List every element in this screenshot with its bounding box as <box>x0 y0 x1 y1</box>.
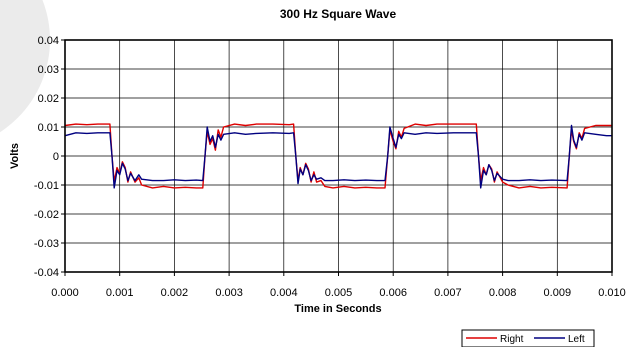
legend-label-right: Right <box>500 334 524 345</box>
legend-box <box>461 329 595 347</box>
y-tick-label: -0.01 <box>34 180 59 192</box>
gridlines <box>64 39 613 273</box>
y-tick-label: 0.04 <box>38 35 59 47</box>
x-tick-label: 0.004 <box>270 287 298 299</box>
series-line-left <box>64 124 612 189</box>
x-tick-label: 0.003 <box>215 287 243 299</box>
x-tick-label: 0.000 <box>51 287 79 299</box>
x-tick-label: 0.006 <box>379 287 407 299</box>
y-tick-label: 0 <box>53 151 59 163</box>
y-tick-label: -0.02 <box>34 209 59 221</box>
x-tick-label: 0.009 <box>544 287 572 299</box>
y-tick-label: 0.01 <box>38 122 59 134</box>
x-axis: 0.000 0.001 0.002 0.003 0.004 0.005 0.006 0.007… <box>51 272 626 299</box>
y-axis: 0.04 0.03 0.02 0.01 0 -0.01 -0.02 -0.03 -0.04 <box>34 35 65 279</box>
series-line-right <box>64 123 612 189</box>
legend: Right Left <box>461 329 595 347</box>
x-tick-label: 0.007 <box>434 287 462 299</box>
x-axis-label: Time in Seconds <box>294 303 381 315</box>
x-tick-label: 0.005 <box>325 287 353 299</box>
x-tick-label: 0.001 <box>106 287 134 299</box>
y-tick-label: -0.03 <box>34 238 59 250</box>
x-tick-label: 0.008 <box>489 287 517 299</box>
series-group <box>64 123 612 189</box>
chart-title: 300 Hz Square Wave <box>280 7 397 21</box>
background-decoration <box>0 0 50 133</box>
y-tick-label: -0.04 <box>34 267 59 279</box>
x-tick-label: 0.010 <box>598 287 626 299</box>
y-axis-label: Volts <box>9 143 21 169</box>
y-tick-label: 0.03 <box>38 64 59 76</box>
legend-label-left: Left <box>568 334 585 345</box>
x-tick-label: 0.002 <box>161 287 189 299</box>
y-tick-label: 0.02 <box>38 93 59 105</box>
